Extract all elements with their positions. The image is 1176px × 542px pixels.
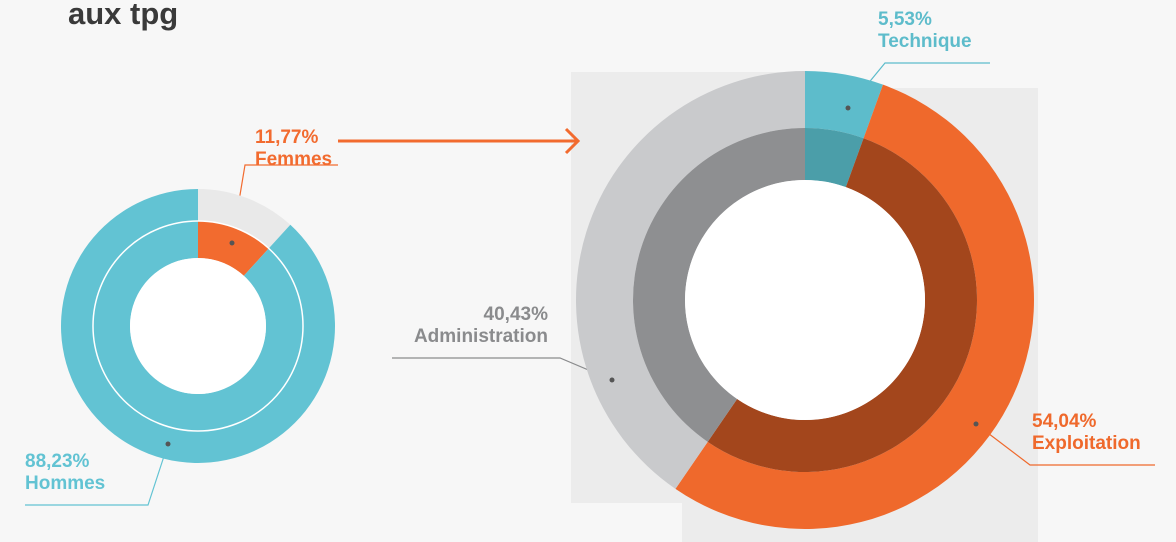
value-label: 40,43% <box>484 304 549 325</box>
donut-hole <box>685 180 925 420</box>
value-label: 5,53% <box>878 9 932 30</box>
outer-segment <box>805 71 883 139</box>
inner-segment <box>198 221 269 276</box>
category-label: Femmes <box>255 149 332 170</box>
ring-separator <box>92 220 304 432</box>
outer-segment <box>675 84 1034 530</box>
outer-segment <box>198 189 291 249</box>
leader-dot <box>845 105 851 111</box>
category-label: Technique <box>878 31 972 52</box>
leader-dot <box>609 377 615 383</box>
leader-dot <box>165 441 171 447</box>
inner-segment <box>93 221 303 432</box>
inner-segment <box>707 138 978 473</box>
category-label: Administration <box>414 326 548 347</box>
inner-segment <box>633 128 805 442</box>
title: aux tpg <box>68 0 178 31</box>
value-label: 11,77% <box>255 127 318 148</box>
outer-segment <box>576 71 805 489</box>
value-label: 54,04% <box>1032 411 1097 432</box>
inner-segment <box>805 128 864 188</box>
value-label: 88,23% <box>25 451 90 472</box>
category-label: Exploitation <box>1032 433 1141 454</box>
category-label: Hommes <box>25 473 105 494</box>
donut-hole <box>130 258 266 394</box>
arrow <box>338 127 581 155</box>
leader-dot <box>973 421 979 427</box>
leader-dot <box>229 240 235 246</box>
